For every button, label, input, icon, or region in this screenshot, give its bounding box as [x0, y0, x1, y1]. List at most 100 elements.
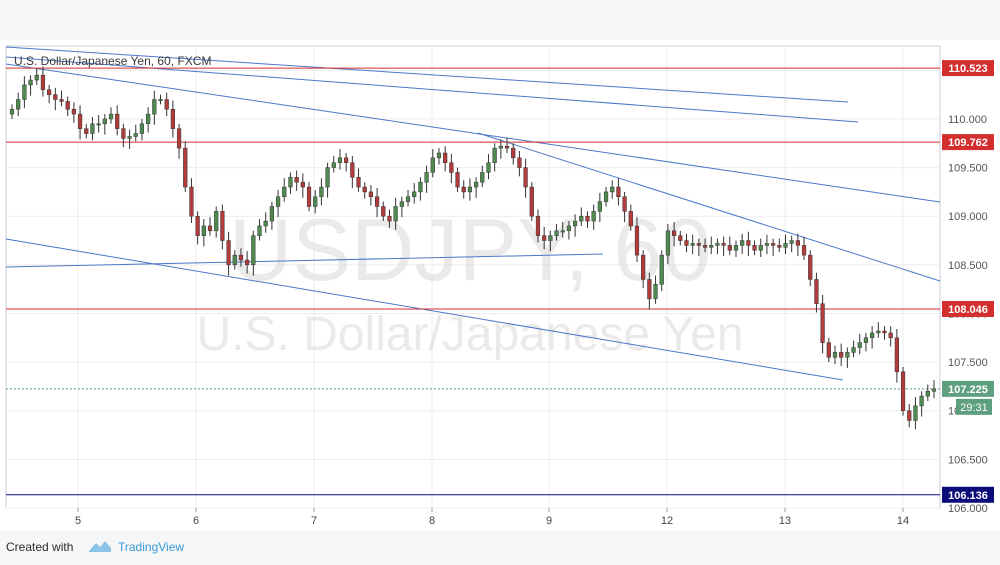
candle-body	[275, 196, 281, 207]
level-tag	[942, 486, 994, 503]
candle-body	[746, 240, 751, 246]
candle-body	[622, 196, 627, 212]
candle-body	[634, 225, 640, 256]
candle-body	[387, 215, 392, 222]
level-tag-label: 109.762	[948, 137, 988, 149]
candle-body	[108, 113, 114, 120]
candle-body	[777, 245, 782, 248]
candle-body	[882, 330, 887, 334]
candle-body	[257, 225, 262, 236]
candle-body	[628, 211, 633, 227]
x-axis: 5 6 7 8 9 12 13 14	[75, 508, 909, 527]
candle-body	[238, 254, 244, 261]
x-tick-label: 5	[75, 515, 81, 527]
y-tick-label: 110.000	[948, 114, 987, 126]
candle-body	[758, 245, 763, 251]
candle-body	[71, 108, 76, 115]
candle-body	[121, 128, 126, 139]
current-price-tag	[942, 380, 994, 397]
candle-body	[102, 118, 107, 125]
candle-body	[362, 186, 367, 193]
candle-body	[900, 371, 906, 411]
candle-body	[863, 337, 869, 343]
candle-body	[399, 201, 404, 207]
candle-body	[808, 254, 813, 280]
x-tick-label: 13	[779, 515, 791, 527]
candle-body	[876, 330, 881, 334]
x-tick-label: 12	[661, 515, 673, 527]
candle-body	[554, 230, 559, 236]
candle-body	[931, 388, 937, 392]
trendline	[5, 253, 604, 268]
created-with-label: Created with	[6, 540, 74, 554]
candle-body	[350, 162, 355, 178]
candle-body	[721, 243, 726, 246]
top-frame	[0, 0, 1000, 40]
candle-body	[678, 235, 683, 241]
candle-body	[517, 157, 522, 168]
candle-body	[319, 186, 324, 198]
price-tags: 110.523 109.762 108.046 106.136 107.225 29:31	[942, 60, 994, 503]
candle-body	[226, 240, 231, 266]
candle-body	[492, 147, 497, 163]
candle-body	[461, 186, 466, 193]
candle-body	[702, 245, 708, 248]
candle-body	[331, 162, 336, 168]
candle-body	[282, 186, 287, 198]
candle-body	[690, 243, 695, 246]
candle-body	[344, 157, 349, 163]
tradingview-link[interactable]: TradingView	[118, 540, 185, 554]
candle-body	[356, 177, 361, 188]
candle-body	[523, 167, 528, 188]
candle-body	[325, 167, 330, 188]
candle-body	[405, 196, 411, 202]
level-tag	[942, 300, 994, 317]
trendline	[5, 63, 941, 203]
candle-body	[294, 177, 299, 183]
countdown-label: 29:31	[960, 402, 988, 414]
candle-body	[34, 74, 39, 81]
candle-body	[436, 152, 442, 159]
candle-body	[170, 108, 175, 129]
candle-body	[115, 113, 120, 129]
candle-body	[337, 157, 343, 163]
candle-body	[263, 220, 268, 227]
candle-body	[591, 211, 596, 222]
candle-body	[913, 405, 918, 421]
candle-body	[201, 225, 206, 236]
candle-body	[820, 303, 825, 343]
candle-body	[529, 186, 534, 217]
candle-body	[455, 172, 460, 188]
candle-body	[288, 177, 293, 188]
candle-body	[814, 279, 819, 304]
candle-body	[696, 243, 701, 246]
candle-body	[368, 191, 374, 198]
candle-body	[715, 243, 720, 246]
candle-body	[133, 133, 138, 137]
candle-body	[857, 342, 862, 348]
level-tag	[942, 60, 994, 77]
candle-body	[647, 279, 652, 300]
tradingview-logo-icon[interactable]	[88, 539, 112, 553]
candle-body	[653, 284, 658, 300]
candle-body	[709, 245, 714, 248]
candle-body	[845, 352, 850, 358]
horizontal-levels	[6, 67, 940, 496]
candle-body	[430, 157, 435, 173]
candle-body	[783, 243, 788, 248]
candle-body	[925, 391, 930, 397]
candle-body	[771, 243, 776, 246]
candle-body	[572, 220, 578, 227]
candle-body	[603, 191, 609, 202]
candle-body	[641, 254, 646, 280]
candle-body	[579, 215, 584, 222]
candle-body	[47, 89, 52, 95]
candle-body	[77, 113, 83, 129]
candle-body	[795, 240, 800, 246]
current-price-label: 107.225	[948, 384, 988, 396]
candle-body	[851, 347, 856, 353]
level-tag	[942, 134, 994, 151]
candle-body	[740, 240, 745, 246]
y-axis: 106.000106.500107.000107.500108.000108.5…	[948, 65, 988, 515]
candle-body	[801, 245, 807, 256]
